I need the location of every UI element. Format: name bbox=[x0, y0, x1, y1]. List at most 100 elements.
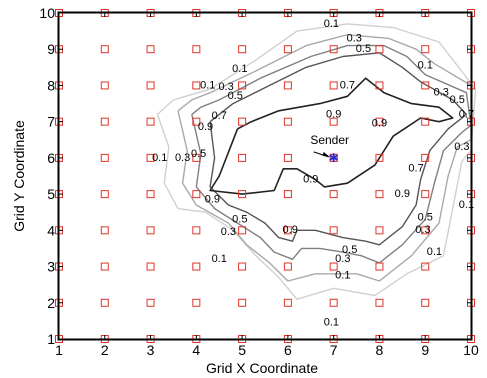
contour-label: 0.3 bbox=[454, 141, 469, 153]
sender-marker-group: ✱ Sender bbox=[310, 133, 349, 165]
contour-label: 0.1 bbox=[200, 79, 215, 91]
contour-line-0-7 bbox=[209, 52, 468, 246]
contour-label: 0.9 bbox=[303, 174, 318, 186]
contour-label: 0.1 bbox=[427, 246, 442, 258]
y-axis-label: Grid Y Coordinate bbox=[11, 120, 27, 232]
contour-label: 0.7 bbox=[212, 110, 227, 122]
contour-line-0-1 bbox=[156, 23, 477, 300]
contour-label: 0.3 bbox=[221, 226, 236, 238]
grid-point-marker bbox=[146, 117, 155, 126]
grid-point-marker bbox=[100, 45, 109, 54]
grid-point-marker bbox=[238, 298, 247, 307]
grid-point-marker bbox=[375, 45, 384, 54]
grid-point-marker bbox=[375, 190, 384, 199]
grid-point-marker bbox=[329, 45, 338, 54]
contour-label: 0.3 bbox=[175, 152, 190, 164]
y-axis-ticks: 1 2 3 4 5 6 7 8 9 10 bbox=[39, 5, 471, 347]
contour-labels: 0.10.30.50.10.1 0.30.50.70.90.70.90.10.30… bbox=[152, 18, 474, 329]
grid-point-marker bbox=[238, 117, 247, 126]
grid-point-marker bbox=[146, 298, 155, 307]
grid-point-marker bbox=[192, 153, 201, 162]
grid-point-marker bbox=[421, 190, 430, 199]
contour-line-0-5 bbox=[191, 44, 472, 264]
contour-line-0-3 bbox=[177, 34, 472, 282]
grid-point-marker bbox=[100, 226, 109, 235]
x-axis-ticks: 1 2 3 4 5 6 7 8 9 10 bbox=[55, 13, 479, 358]
y-tick-label: 8 bbox=[47, 77, 55, 93]
grid-point-marker bbox=[100, 262, 109, 271]
grid-point-marker bbox=[146, 81, 155, 90]
x-tick-label: 4 bbox=[192, 342, 200, 358]
grid-point-marker bbox=[421, 81, 430, 90]
x-tick-label: 9 bbox=[421, 342, 429, 358]
grid-point-marker bbox=[375, 298, 384, 307]
grid-point-marker bbox=[283, 153, 292, 162]
contour-label: 0.3 bbox=[415, 224, 430, 236]
y-tick-label: 2 bbox=[47, 295, 55, 311]
x-tick-label: 1 bbox=[55, 342, 63, 358]
grid-point-marker bbox=[421, 262, 430, 271]
sender-star-icon: ✱ bbox=[329, 151, 339, 165]
contour-line-0-9 bbox=[209, 77, 454, 195]
contour-label: 0.9 bbox=[205, 193, 220, 205]
contour-label: 0.1 bbox=[152, 152, 167, 164]
grid-point-marker bbox=[192, 226, 201, 235]
contour-label: 0.1 bbox=[324, 18, 339, 30]
contour-label: 0.9 bbox=[326, 108, 341, 120]
grid-point-marker bbox=[329, 81, 338, 90]
contour-label: 0.5 bbox=[450, 94, 465, 106]
x-tick-label: 10 bbox=[463, 342, 479, 358]
grid-point-marker bbox=[421, 117, 430, 126]
grid-point-marker bbox=[375, 262, 384, 271]
grid-point-marker bbox=[100, 81, 109, 90]
contour-label: 0.3 bbox=[347, 32, 362, 44]
contour-label: 0.5 bbox=[342, 244, 357, 256]
sender-arrow-head bbox=[322, 151, 330, 157]
grid-point-marker bbox=[238, 262, 247, 271]
grid-point-marker bbox=[329, 298, 338, 307]
grid-point-marker bbox=[283, 45, 292, 54]
grid-point-marker bbox=[421, 226, 430, 235]
grid-point-marker bbox=[375, 226, 384, 235]
grid-point-marker bbox=[146, 226, 155, 235]
plot-frame bbox=[57, 11, 473, 341]
grid-point-marker bbox=[329, 117, 338, 126]
x-tick-label: 5 bbox=[238, 342, 246, 358]
contour-label: 0.9 bbox=[372, 117, 387, 129]
contour-label: 0.9 bbox=[395, 188, 410, 200]
contour-label: 0.7 bbox=[459, 108, 474, 120]
grid-point-marker bbox=[283, 117, 292, 126]
x-tick-label: 7 bbox=[330, 342, 338, 358]
grid-point-marker bbox=[100, 190, 109, 199]
grid-point-marker bbox=[375, 117, 384, 126]
grid-point-marker bbox=[283, 226, 292, 235]
contour-label: 0.1 bbox=[212, 253, 227, 265]
grid-point-marker bbox=[238, 45, 247, 54]
grid-point-marker bbox=[283, 298, 292, 307]
grid-point-marker bbox=[192, 298, 201, 307]
grid-point-marker bbox=[192, 190, 201, 199]
contour-label: 0.1 bbox=[324, 317, 339, 329]
x-tick-label: 6 bbox=[284, 342, 292, 358]
grid-point-marker bbox=[421, 45, 430, 54]
contour-label: 0.9 bbox=[198, 121, 213, 133]
grid-point-marker bbox=[146, 45, 155, 54]
grid-point-marker bbox=[375, 153, 384, 162]
grid-point-marker bbox=[421, 298, 430, 307]
y-tick-label: 5 bbox=[47, 186, 55, 202]
x-tick-label: 2 bbox=[101, 342, 109, 358]
contour-label: 0.5 bbox=[356, 43, 371, 55]
contour-label: 0.5 bbox=[191, 148, 206, 160]
grid-point-marker bbox=[283, 190, 292, 199]
grid-point-marker bbox=[283, 262, 292, 271]
y-tick-label: 4 bbox=[47, 222, 55, 238]
grid-point-marker bbox=[238, 81, 247, 90]
contour-label: 0.1 bbox=[418, 59, 433, 71]
contour-label: 0.1 bbox=[459, 199, 474, 211]
grid-point-marker bbox=[375, 81, 384, 90]
grid-point-marker bbox=[329, 262, 338, 271]
grid-point-marker bbox=[146, 190, 155, 199]
grid-point-marker bbox=[329, 226, 338, 235]
x-tick-label: 8 bbox=[376, 342, 384, 358]
grid-point-marker bbox=[421, 153, 430, 162]
